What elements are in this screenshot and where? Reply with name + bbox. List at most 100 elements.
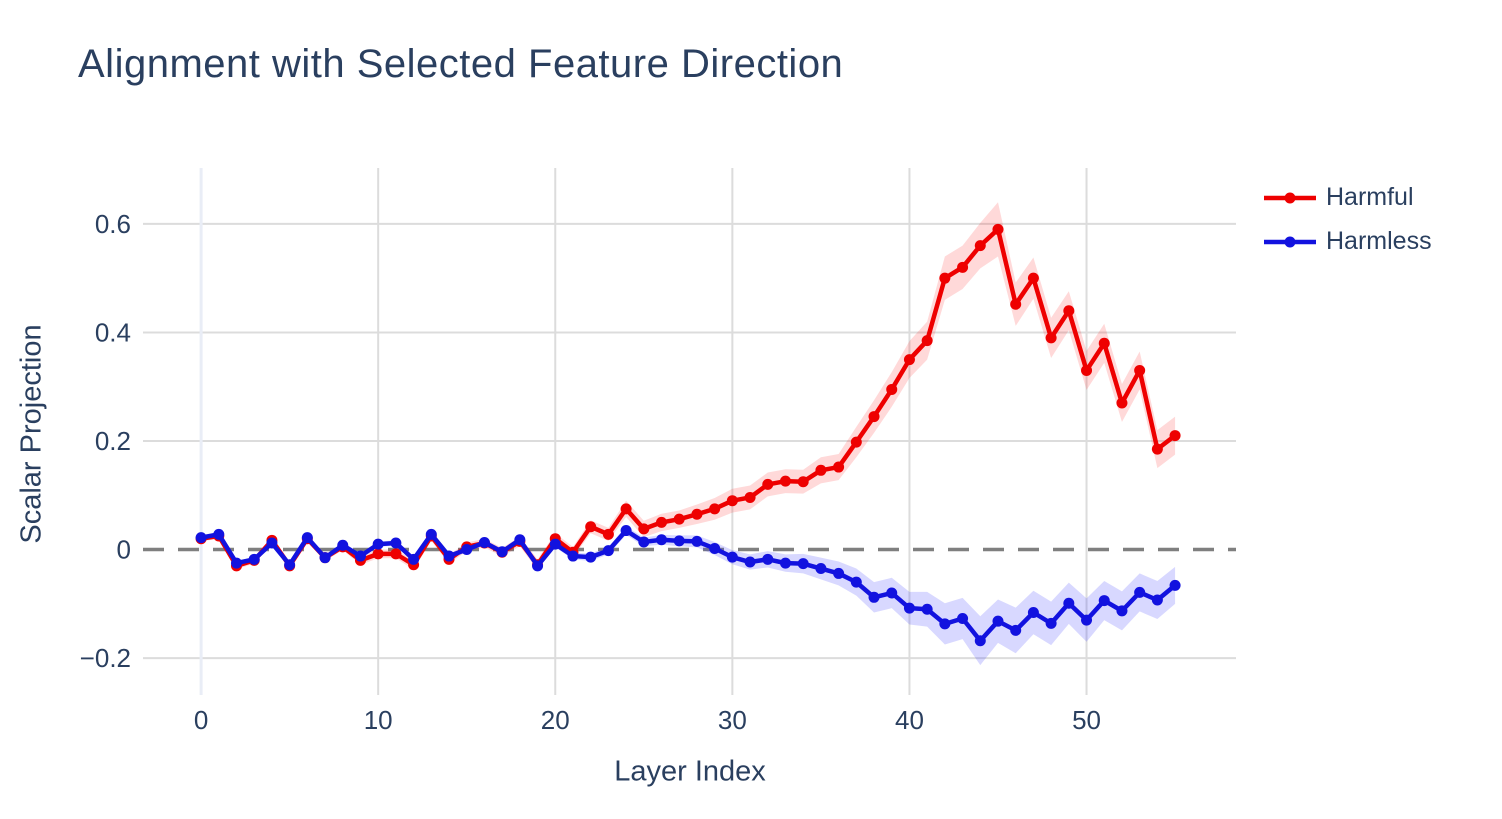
x-tick-label: 50: [1072, 705, 1101, 735]
y-tick-label: 0.2: [95, 426, 131, 456]
harmless-marker: [726, 551, 738, 563]
harmless-marker: [673, 535, 685, 547]
harmful-marker: [797, 476, 809, 488]
harmless-marker: [1063, 597, 1075, 609]
harmless-marker: [532, 560, 544, 572]
legend: Harmful Harmless: [1262, 183, 1432, 256]
harmless-marker: [957, 612, 969, 624]
harmful-marker: [1027, 272, 1039, 284]
harmless-marker: [1169, 579, 1181, 591]
harmful-marker: [903, 354, 915, 366]
y-tick-label: 0.6: [95, 209, 131, 239]
harmless-marker: [762, 553, 774, 565]
y-tick-label: −0.2: [80, 643, 131, 673]
harmless-line-swatch-icon: [1264, 236, 1316, 247]
harmless-marker: [496, 546, 508, 558]
harmful-marker: [921, 335, 933, 347]
y-tick-label: 0.4: [95, 317, 131, 347]
harmful-marker: [1169, 430, 1181, 442]
harmful-marker: [709, 503, 721, 515]
harmless-marker: [549, 538, 561, 550]
harmful-marker: [1116, 397, 1128, 409]
harmless-marker: [1098, 595, 1110, 607]
harmful-marker: [850, 436, 862, 448]
legend-item-harmless[interactable]: Harmless: [1262, 227, 1432, 256]
harmful-marker: [1151, 443, 1163, 455]
harmless-marker: [266, 537, 278, 549]
harmful-marker: [585, 521, 597, 533]
legend-item-harmful[interactable]: Harmful: [1262, 183, 1432, 212]
harmful-marker: [620, 503, 632, 515]
harmless-marker: [921, 603, 933, 615]
harmful-marker: [868, 411, 880, 423]
harmless-marker: [514, 534, 526, 546]
harmless-marker: [1010, 624, 1022, 636]
harmless-marker: [1027, 607, 1039, 619]
harmless-marker: [709, 542, 721, 554]
harmless-marker: [284, 559, 296, 571]
harmless-marker: [620, 525, 632, 537]
harmful-marker: [886, 383, 898, 395]
harmless-marker: [691, 535, 703, 547]
harmless-marker: [939, 618, 951, 630]
harmless-marker: [248, 553, 260, 565]
harmless-marker: [231, 557, 243, 569]
harmless-marker: [390, 537, 402, 549]
legend-label-harmful: Harmful: [1326, 183, 1414, 211]
harmful-marker: [390, 548, 402, 560]
harmless-marker: [1081, 614, 1093, 626]
harmless-marker: [744, 556, 756, 568]
harmless-marker: [585, 551, 597, 563]
harmless-marker: [319, 552, 331, 564]
harmful-marker: [638, 523, 650, 535]
gridlines: [143, 168, 1236, 695]
tick-labels: −0.2 0 0.2 0.4 0.6 0 10 20 30 40 50: [80, 209, 1101, 735]
harmful-marker: [833, 461, 845, 473]
x-tick-label: 30: [718, 705, 747, 735]
harmless-band: [201, 526, 1176, 666]
harmful-marker: [656, 516, 668, 528]
harmful-marker: [779, 475, 791, 487]
harmful-marker: [1134, 364, 1146, 376]
harmful-marker: [957, 261, 969, 273]
harmless-marker: [638, 536, 650, 548]
harmless-marker: [602, 545, 614, 557]
harmful-marker: [602, 528, 614, 540]
harmful-marker: [744, 491, 756, 503]
x-tick-label: 10: [364, 705, 393, 735]
harmful-marker: [762, 478, 774, 490]
confidence-bands: [201, 202, 1176, 666]
harmful-marker: [939, 272, 951, 284]
harmless-marker: [461, 544, 473, 556]
harmful-marker: [1045, 332, 1057, 344]
harmless-marker: [408, 553, 420, 565]
harmless-marker: [850, 576, 862, 588]
harmless-marker: [1134, 586, 1146, 598]
harmless-marker: [372, 538, 384, 550]
harmless-marker: [443, 550, 455, 562]
harmless-marker: [213, 528, 225, 540]
harmless-marker: [425, 528, 437, 540]
harmful-marker: [1063, 305, 1075, 317]
x-tick-label: 40: [895, 705, 924, 735]
harmless-marker: [567, 550, 579, 562]
harmful-line-swatch-icon: [1264, 192, 1316, 203]
harmful-marker: [974, 240, 986, 252]
x-tick-label: 0: [194, 705, 208, 735]
harmless-marker: [833, 567, 845, 579]
harmful-marker: [726, 495, 738, 507]
harmless-series: [195, 525, 1181, 647]
harmless-marker: [797, 558, 809, 570]
x-tick-label: 20: [541, 705, 570, 735]
legend-label-harmless: Harmless: [1326, 227, 1432, 255]
harmless-marker: [903, 602, 915, 614]
harmful-marker: [691, 508, 703, 520]
harmless-marker: [868, 591, 880, 603]
harmless-marker: [1151, 594, 1163, 606]
harmful-marker: [1081, 364, 1093, 376]
harmless-marker: [779, 557, 791, 569]
harmful-marker: [1098, 337, 1110, 349]
harmless-marker: [974, 635, 986, 647]
x-axis-title: Layer Index: [614, 755, 766, 788]
